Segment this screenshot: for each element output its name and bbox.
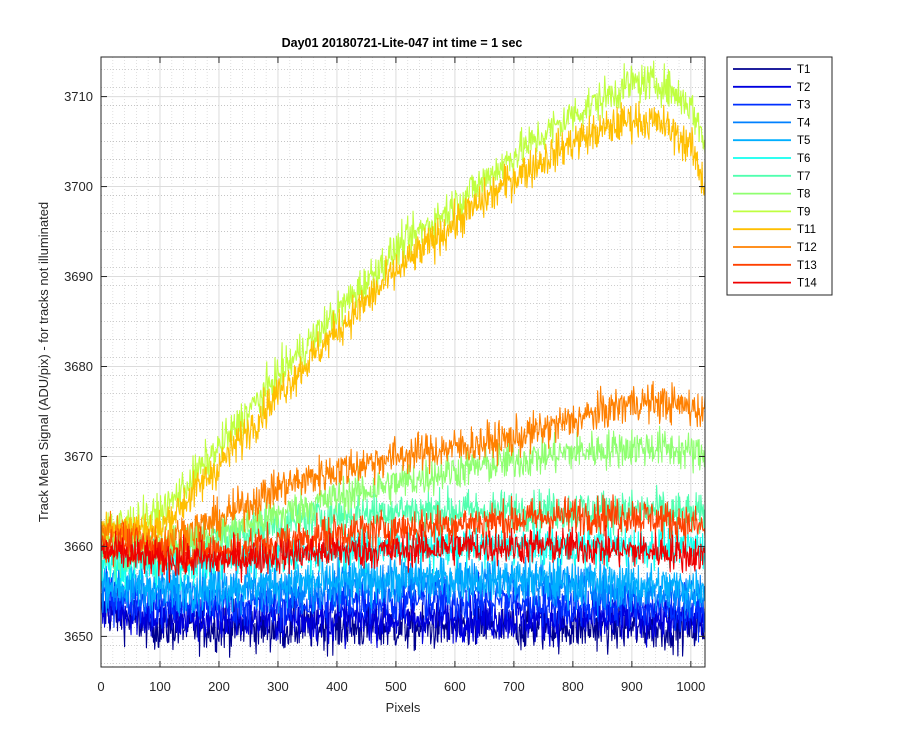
- series-line-t2: [100, 581, 706, 650]
- legend-label-t12: T12: [797, 242, 817, 254]
- y-tick-label: 3680: [64, 359, 93, 374]
- series-line-t8: [100, 425, 706, 569]
- legend-label-t7: T7: [797, 171, 810, 183]
- legend-label-t4: T4: [797, 117, 811, 129]
- y-tick-label: 3700: [64, 179, 93, 194]
- x-tick-label: 900: [621, 679, 643, 694]
- x-tick-label: 300: [267, 679, 289, 694]
- x-tick-label: 100: [149, 679, 171, 694]
- legend-label-t9: T9: [797, 206, 810, 218]
- x-tick-label: 700: [503, 679, 525, 694]
- x-tick-label: 500: [385, 679, 407, 694]
- y-tick-label: 3690: [64, 269, 93, 284]
- legend-label-t1: T1: [797, 64, 810, 76]
- chart-title: Day01 20180721-Lite-047 int time = 1 sec: [282, 36, 523, 50]
- x-tick-label: 200: [208, 679, 230, 694]
- series-line-t14: [100, 524, 706, 583]
- legend-label-t13: T13: [797, 260, 817, 272]
- legend-label-t5: T5: [797, 135, 810, 147]
- y-tick-label: 3650: [64, 629, 93, 644]
- y-tick-label: 3660: [64, 539, 93, 554]
- legend-label-t6: T6: [797, 153, 810, 165]
- legend-label-t11: T11: [797, 224, 816, 236]
- legend-label-t2: T2: [797, 82, 810, 94]
- y-axis-label: Track Mean Signal (ADU/pix) - for tracks…: [36, 202, 51, 522]
- legend-label-t3: T3: [797, 100, 810, 112]
- y-tick-label: 3670: [64, 449, 93, 464]
- x-tick-label: 0: [97, 679, 104, 694]
- x-axis-label: Pixels: [386, 700, 421, 715]
- series-layer: [100, 60, 706, 658]
- x-tick-label: 1000: [676, 679, 705, 694]
- y-tick-label: 3710: [64, 89, 93, 104]
- series-line-t12: [100, 380, 706, 560]
- series-line-t9: [100, 60, 706, 545]
- legend-label-t8: T8: [797, 189, 810, 201]
- legend-label-t14: T14: [797, 278, 817, 290]
- x-tick-label: 800: [562, 679, 584, 694]
- series-line-t5: [100, 550, 706, 614]
- plot-area-frame: [100, 56, 706, 668]
- x-tick-label: 400: [326, 679, 348, 694]
- x-tick-label: 600: [444, 679, 466, 694]
- y-axis-ticks: 3650 3660 3670 3680 3690 3700 3710: [64, 89, 705, 644]
- legend: T1 T2 T3 T4 T5 T6 T7 T8 T9 T11 T12 T13 T14: [726, 56, 833, 296]
- series-line-t11: [100, 100, 706, 550]
- x-axis-ticks: 0 100 200 300 400 500 600 700 800 900 1000: [97, 57, 705, 694]
